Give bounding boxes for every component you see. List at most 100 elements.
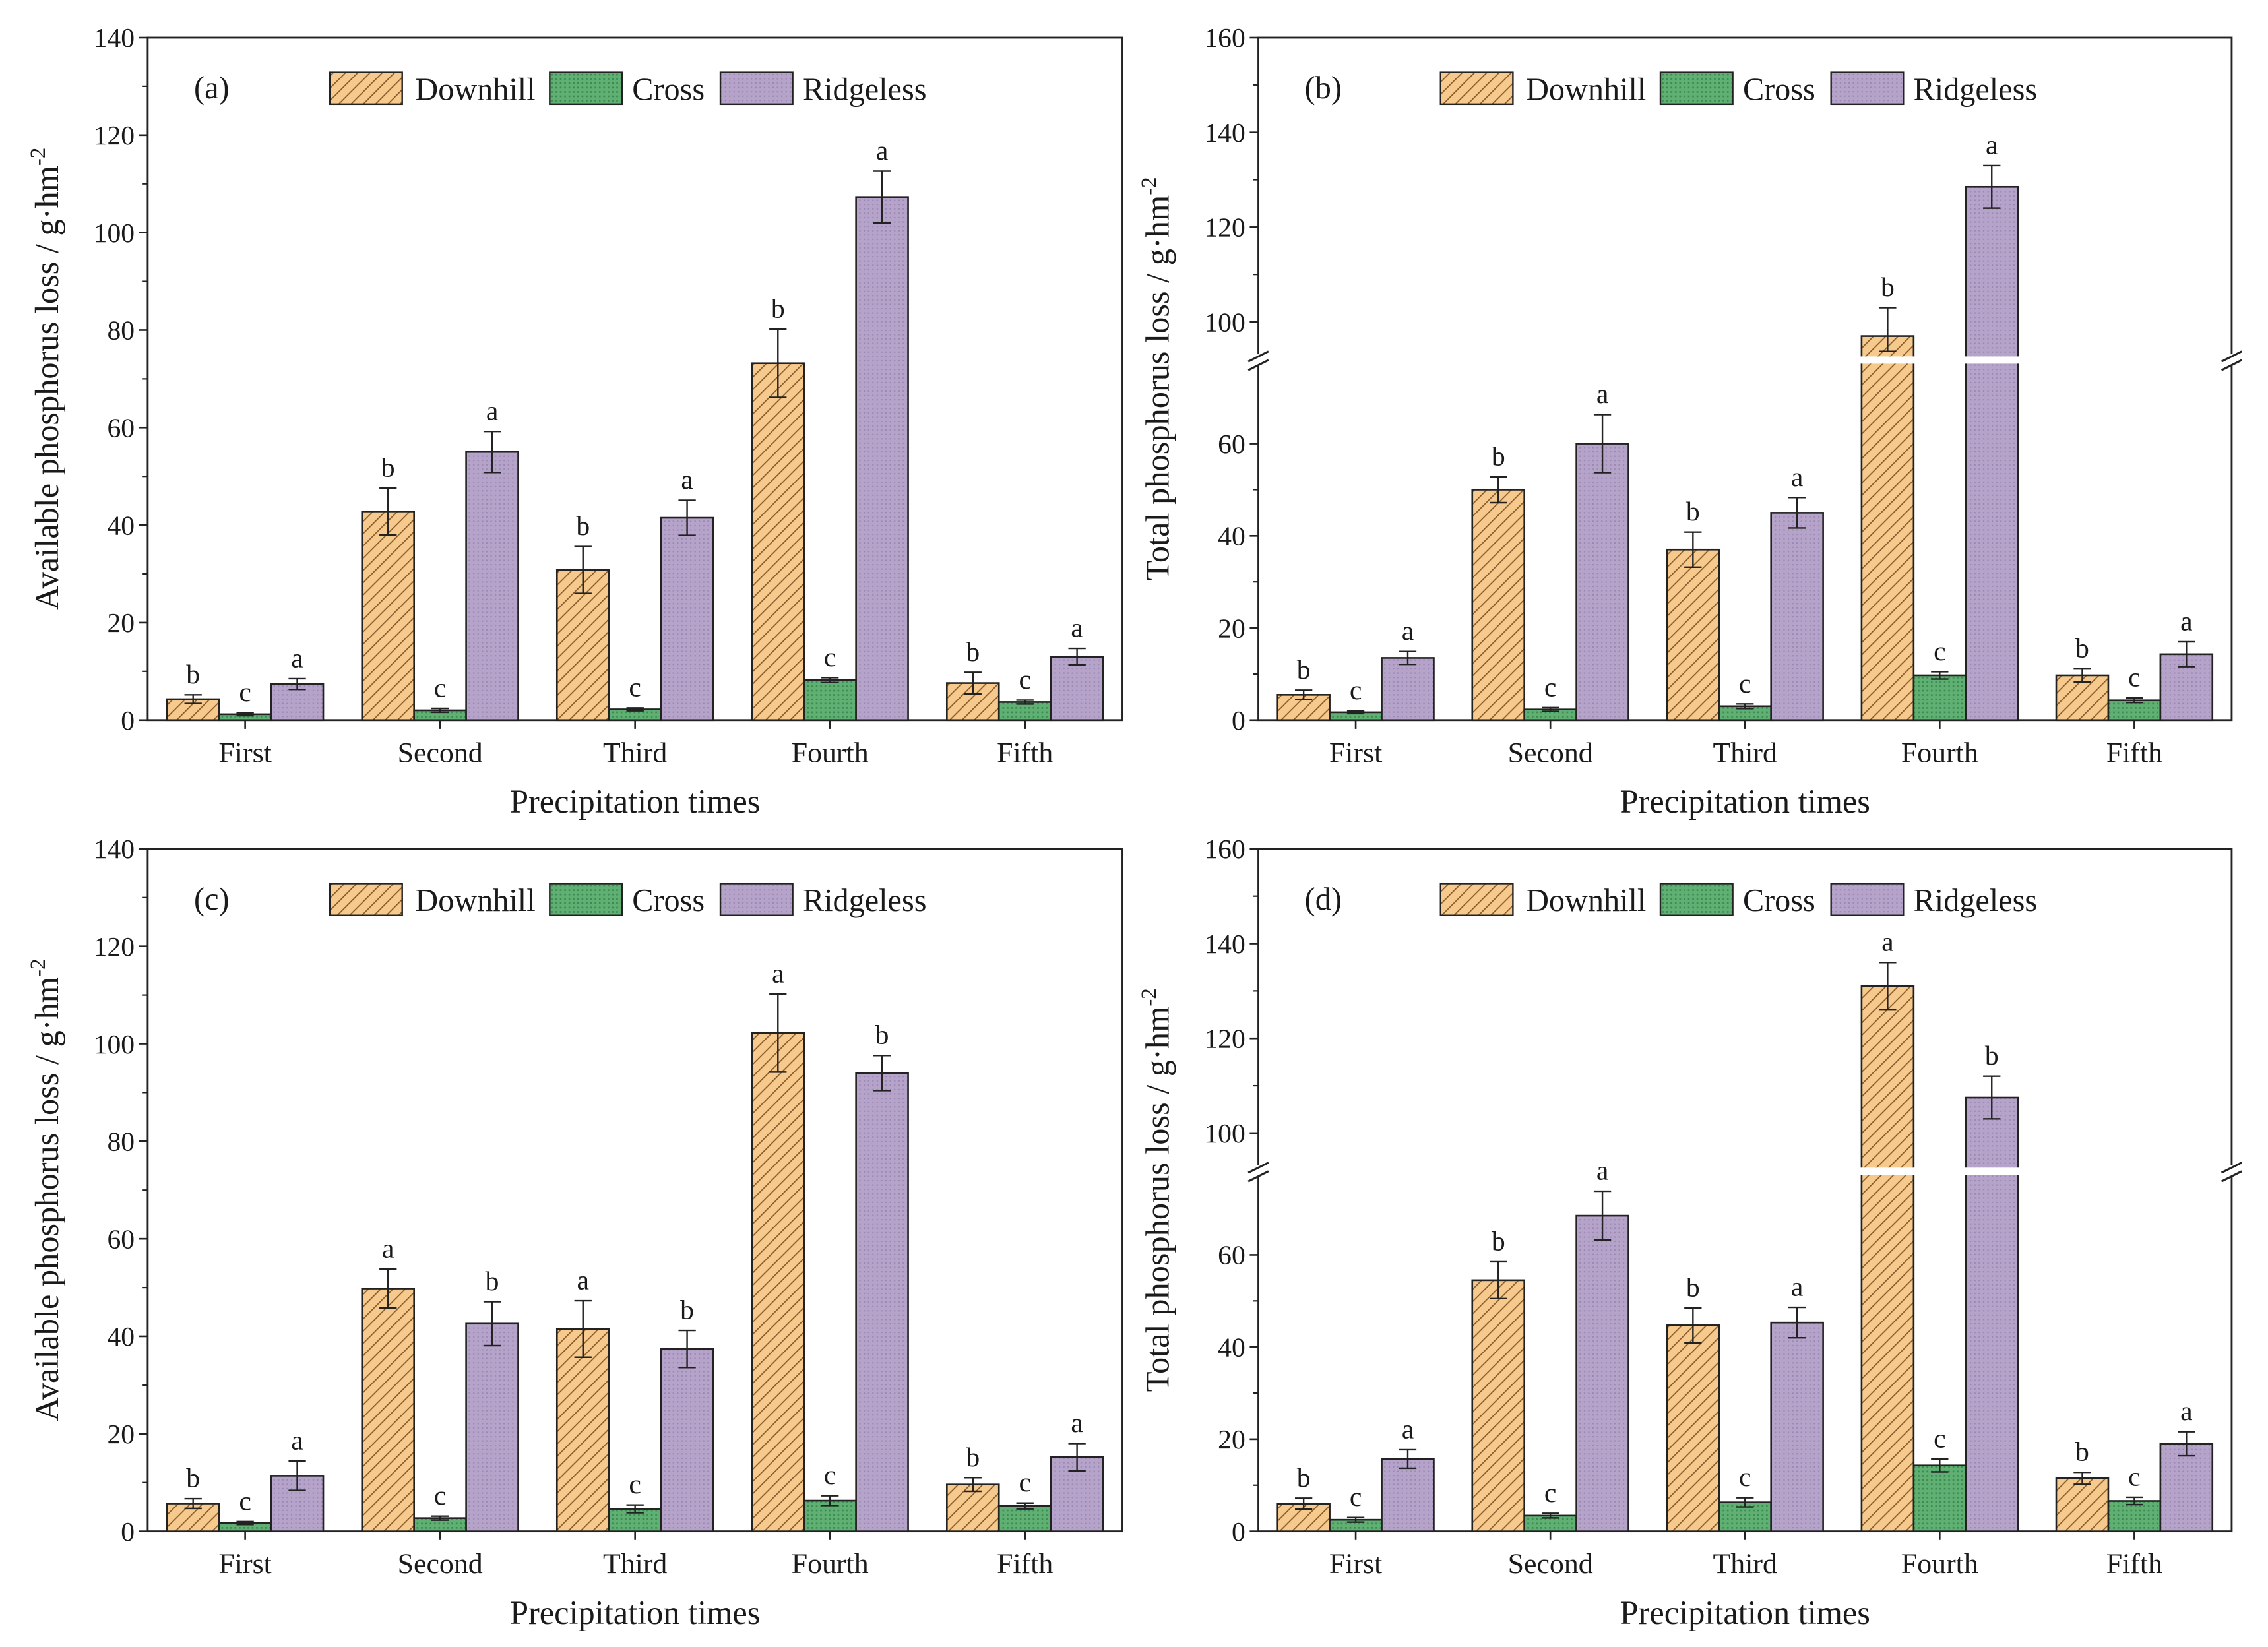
y-tick-label: 0 (1232, 706, 1245, 736)
significance-letter: c (2128, 1462, 2140, 1492)
y-tick-label: 160 (1204, 23, 1245, 53)
y-tick-label: 40 (1218, 1332, 1245, 1363)
legend-label-downhill: Downhill (1526, 72, 1646, 107)
significance-letter: b (1881, 272, 1895, 303)
legend-label-ridgeless: Ridgeless (1914, 72, 2038, 107)
x-axis-title: Precipitation times (510, 783, 760, 820)
y-tick-label: 20 (107, 1419, 135, 1450)
significance-letter: a (1402, 1414, 1414, 1445)
legend-swatch-cross (549, 883, 623, 916)
bar-downhill (555, 569, 610, 722)
x-tick-label: Fourth (1901, 737, 1978, 768)
significance-letter: a (681, 465, 693, 495)
legend-label-ridgeless: Ridgeless (803, 883, 927, 918)
significance-letter: b (1492, 441, 1505, 472)
significance-letter: b (1686, 1272, 1700, 1303)
significance-letter: c (824, 1460, 836, 1491)
legend-label-ridgeless: Ridgeless (1914, 883, 2038, 918)
legend-label-cross: Cross (632, 883, 705, 918)
x-tick-label: First (1329, 1548, 1382, 1580)
y-tick-label: 60 (107, 414, 135, 444)
bar-downhill (751, 1032, 805, 1532)
y-tick-label: 100 (1204, 307, 1245, 338)
legend-label-cross: Cross (1743, 72, 1815, 107)
y-tick-label: 160 (1204, 834, 1245, 865)
x-axis-title: Precipitation times (1620, 1594, 1870, 1631)
bar-cross (2107, 699, 2162, 722)
significance-letter: b (1297, 655, 1311, 685)
legend-swatch-downhill (1439, 71, 1514, 106)
y-tick-label: 0 (1232, 1517, 1245, 1547)
axis-break-mark-right (2221, 359, 2242, 371)
bar-ridgeless (465, 451, 519, 722)
y-axis-title-superscript: -2 (1137, 988, 1161, 1006)
axis-break-mark-right (2221, 1170, 2242, 1183)
panel-label: (a) (194, 71, 230, 106)
y-axis-title: Total phosphorus loss / g·hm-2 (1137, 988, 1176, 1392)
significance-letter: a (1791, 462, 1803, 493)
bar-downhill (1860, 985, 1915, 1532)
y-axis-title-superscript: -2 (26, 148, 50, 166)
x-axis-title: Precipitation times (1620, 783, 1870, 820)
x-tick-label: Fifth (2106, 737, 2162, 768)
y-tick-label: 40 (107, 511, 135, 541)
significance-letter: b (875, 1020, 889, 1051)
y-axis-title-main: Available phosphorus loss / g·hm (28, 166, 65, 610)
significance-letter: a (1596, 1156, 1608, 1187)
significance-letter: b (1985, 1041, 1999, 1071)
y-tick-label: 120 (94, 932, 135, 962)
significance-letter: a (486, 396, 498, 427)
y-axis-title-main: Total phosphorus loss / g·hm (1139, 1007, 1176, 1392)
plot-frame (146, 36, 1123, 722)
significance-letter: b (1297, 1463, 1311, 1493)
y-tick-label: 40 (1218, 522, 1245, 552)
bar-ridgeless (1575, 1214, 1629, 1532)
y-axis-title-superscript: -2 (26, 959, 50, 977)
chart-panel-1: 0 20 40 60 80 100 120 140 First b c a Second b c a Third… (26, 23, 1123, 820)
y-axis-title-main: Total phosphorus loss / g·hm (1139, 195, 1176, 581)
significance-letter: b (576, 511, 590, 542)
x-tick-label: Fifth (997, 737, 1053, 768)
y-tick-label: 20 (1218, 613, 1245, 644)
x-tick-label: Fifth (2106, 1548, 2162, 1580)
y-tick-label: 100 (94, 218, 135, 249)
bar-ridgeless (1770, 512, 1824, 722)
significance-letter: c (1934, 637, 1945, 667)
y-tick-label: 80 (107, 316, 135, 346)
x-tick-label: Third (603, 737, 667, 768)
y-tick-label: 60 (1218, 1241, 1245, 1271)
legend-label-downhill: Downhill (415, 72, 535, 107)
axis-break-mark-left (1247, 1162, 1269, 1174)
y-tick-label: 0 (121, 1517, 135, 1547)
y-tick-label: 120 (94, 121, 135, 151)
significance-letter: b (966, 1443, 980, 1473)
significance-letter: a (1986, 130, 1998, 160)
legend-swatch-downhill (1439, 883, 1514, 916)
axis-break-mark-left (1247, 1170, 1269, 1183)
significance-letter: b (2075, 1437, 2089, 1468)
significance-letter: c (239, 677, 251, 708)
bar-downhill (1471, 489, 1526, 722)
significance-letter: c (1544, 1478, 1556, 1508)
bar-break-band (1860, 356, 1916, 364)
bar-downhill (361, 511, 416, 722)
bar-downhill (1666, 1324, 1720, 1532)
significance-letter: c (1019, 665, 1030, 695)
significance-letter: a (2180, 606, 2192, 637)
plots: 0 20 40 60 80 100 120 140 First b c a Second b c a Third… (26, 23, 2242, 1631)
axis-break-mark-left (1247, 350, 1269, 363)
bar-break-band (1860, 1167, 1916, 1175)
x-tick-label: Fourth (1901, 1548, 1978, 1580)
bar-cross (803, 679, 857, 722)
significance-letter: b (966, 637, 980, 668)
bar-ridgeless (465, 1322, 519, 1532)
significance-letter: a (772, 959, 784, 989)
bar-downhill (2055, 1477, 2110, 1532)
x-tick-label: Second (1508, 1548, 1593, 1580)
y-tick-label: 20 (107, 608, 135, 638)
y-tick-label: 20 (1218, 1425, 1245, 1455)
x-tick-label: Second (398, 1548, 483, 1580)
y-tick-label: 120 (1204, 213, 1245, 243)
legend-label-cross: Cross (1743, 883, 1815, 918)
significance-letter: c (1739, 1462, 1751, 1493)
